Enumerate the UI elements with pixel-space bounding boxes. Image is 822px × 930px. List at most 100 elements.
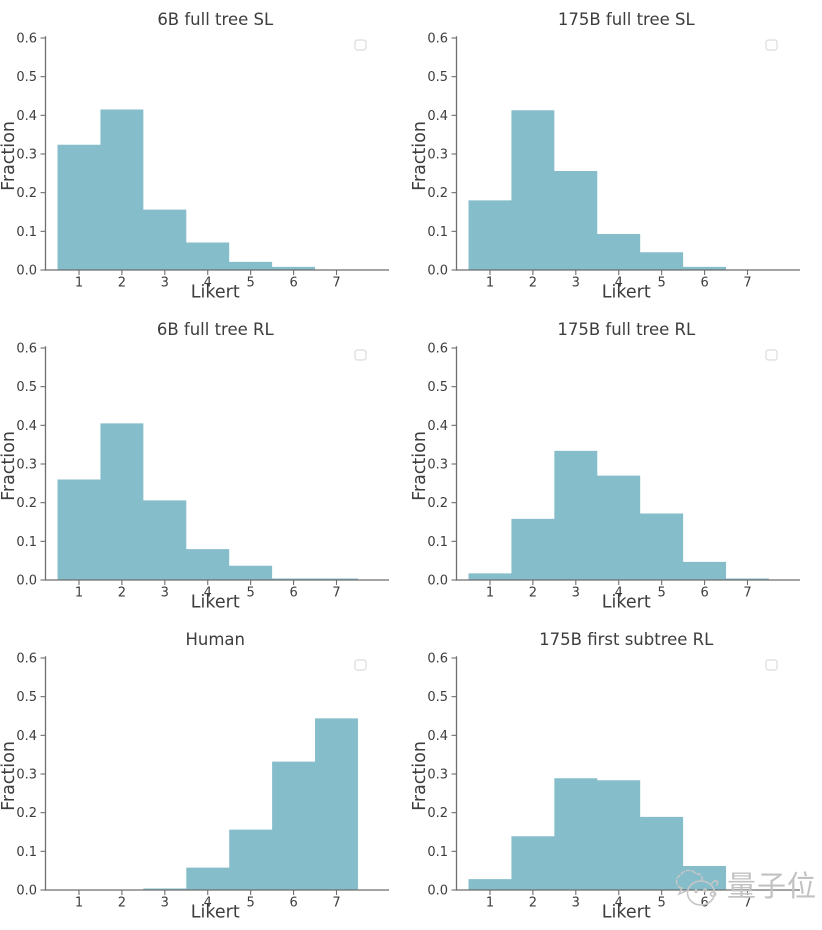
x-tick-label: 4 (204, 896, 212, 911)
x-tick-label: 5 (658, 586, 666, 601)
x-tick-label: 1 (486, 276, 494, 291)
y-tick-label: 0.1 (16, 845, 37, 860)
x-tick-label: 3 (572, 276, 580, 291)
x-tick-label: 1 (75, 586, 83, 601)
x-axis-label: Likert (602, 593, 651, 613)
subplot-6b-full-tree-rl: 0.0 0.1 0.2 0.3 0.4 0.5 0.6 1 2 3 4 5 6 7 6B full tree… (0, 310, 411, 620)
x-tick-label: 6 (700, 896, 708, 911)
x-tick-label: 2 (529, 276, 537, 291)
x-tick-label: 2 (118, 896, 126, 911)
x-tick-label: 6 (289, 586, 297, 601)
y-tick-label: 0.0 (16, 884, 37, 899)
histogram-bars (57, 718, 358, 890)
legend-box (354, 349, 367, 361)
x-tick-label: 6 (289, 276, 297, 291)
x-tick-label: 1 (75, 276, 83, 291)
chart-canvas: 0.0 0.1 0.2 0.3 0.4 0.5 0.6 1 2 3 4 5 6 7 Human Fractio… (0, 630, 389, 923)
y-tick-label: 0.3 (16, 768, 37, 783)
x-axis-label: Likert (191, 593, 240, 613)
histogram-bars (468, 450, 769, 580)
x-tick-label: 4 (615, 896, 623, 911)
x-tick-label: 5 (247, 586, 255, 601)
y-tick-label: 0.1 (16, 225, 37, 240)
y-tick-label: 0.2 (16, 186, 37, 201)
legend-box (354, 39, 367, 51)
y-tick-label: 0.3 (16, 458, 37, 473)
y-tick-label: 0.3 (427, 458, 448, 473)
histogram-bars (468, 778, 769, 890)
x-tick-label: 7 (743, 896, 751, 911)
y-tick-label: 0.2 (427, 186, 448, 201)
y-axis-label: Fraction (0, 431, 19, 501)
y-axis-label: Fraction (411, 431, 430, 501)
x-tick-label: 3 (572, 896, 580, 911)
subplot-175b-full-tree-sl: 0.0 0.1 0.2 0.3 0.4 0.5 0.6 1 2 3 4 5 6 7 175B full tr… (410, 0, 822, 310)
legend-box (765, 349, 778, 361)
x-tick-label: 1 (486, 896, 494, 911)
x-tick-label: 7 (743, 276, 751, 291)
y-tick-label: 0.0 (427, 264, 448, 279)
y-tick-label: 0.6 (16, 32, 37, 47)
y-tick-label: 0.5 (16, 70, 37, 85)
chart-title: 6B full tree SL (157, 10, 274, 29)
histogram-bars (57, 109, 358, 270)
y-tick-label: 0.1 (427, 225, 448, 240)
legend-box (765, 39, 778, 51)
x-tick-label: 4 (204, 276, 212, 291)
y-tick-label: 0.6 (427, 32, 448, 47)
y-axis-label: Fraction (411, 741, 430, 811)
x-tick-label: 3 (572, 586, 580, 601)
x-tick-label: 3 (161, 896, 169, 911)
chart-title: 175B full tree RL (557, 320, 696, 339)
x-tick-label: 4 (615, 586, 623, 601)
y-tick-label: 0.5 (16, 380, 37, 395)
chart-title: Human (185, 630, 245, 649)
x-tick-label: 6 (700, 586, 708, 601)
x-tick-label: 3 (161, 586, 169, 601)
x-tick-label: 4 (615, 276, 623, 291)
y-tick-label: 0.1 (16, 535, 37, 550)
chart-title: 175B full tree SL (558, 10, 696, 29)
histogram-bars (57, 423, 358, 580)
y-tick-label: 0.0 (427, 884, 448, 899)
chart-canvas: 0.0 0.1 0.2 0.3 0.4 0.5 0.6 1 2 3 4 5 6 7 175B first s… (410, 630, 800, 923)
x-tick-label: 7 (332, 896, 340, 911)
y-tick-label: 0.5 (427, 70, 448, 85)
y-tick-label: 0.4 (16, 109, 37, 124)
x-tick-label: 5 (658, 896, 666, 911)
y-tick-label: 0.4 (427, 419, 448, 434)
y-tick-label: 0.0 (16, 264, 37, 279)
x-tick-label: 6 (289, 896, 297, 911)
y-tick-label: 0.2 (16, 806, 37, 821)
x-axis-label: Likert (602, 903, 651, 923)
x-axis-label: Likert (191, 903, 240, 923)
y-tick-label: 0.6 (427, 342, 448, 357)
y-tick-label: 0.3 (427, 768, 448, 783)
chart-title: 6B full tree RL (157, 320, 275, 339)
y-tick-label: 0.5 (427, 690, 448, 705)
subplot-human: 0.0 0.1 0.2 0.3 0.4 0.5 0.6 1 2 3 4 5 6 7 Human Fractio… (0, 620, 411, 930)
y-axis-label: Fraction (411, 121, 430, 191)
x-axis-label: Likert (602, 283, 651, 303)
x-tick-label: 7 (332, 276, 340, 291)
x-tick-label: 5 (247, 276, 255, 291)
x-tick-label: 2 (529, 586, 537, 601)
x-tick-label: 2 (118, 276, 126, 291)
y-tick-label: 0.4 (427, 109, 448, 124)
y-tick-label: 0.2 (16, 496, 37, 511)
x-tick-label: 7 (332, 586, 340, 601)
y-tick-label: 0.4 (16, 419, 37, 434)
legend-box (354, 659, 367, 671)
x-tick-label: 1 (75, 896, 83, 911)
x-tick-label: 6 (700, 276, 708, 291)
chart-canvas: 0.0 0.1 0.2 0.3 0.4 0.5 0.6 1 2 3 4 5 6 7 175B full tr… (410, 10, 800, 303)
subplot-6b-full-tree-sl: 0.0 0.1 0.2 0.3 0.4 0.5 0.6 1 2 3 4 5 6 7 6B full tree… (0, 0, 411, 310)
y-tick-label: 0.1 (427, 845, 448, 860)
y-tick-label: 0.5 (427, 380, 448, 395)
x-tick-label: 5 (247, 896, 255, 911)
y-tick-label: 0.1 (427, 535, 448, 550)
y-tick-label: 0.4 (16, 729, 37, 744)
y-tick-label: 0.2 (427, 496, 448, 511)
